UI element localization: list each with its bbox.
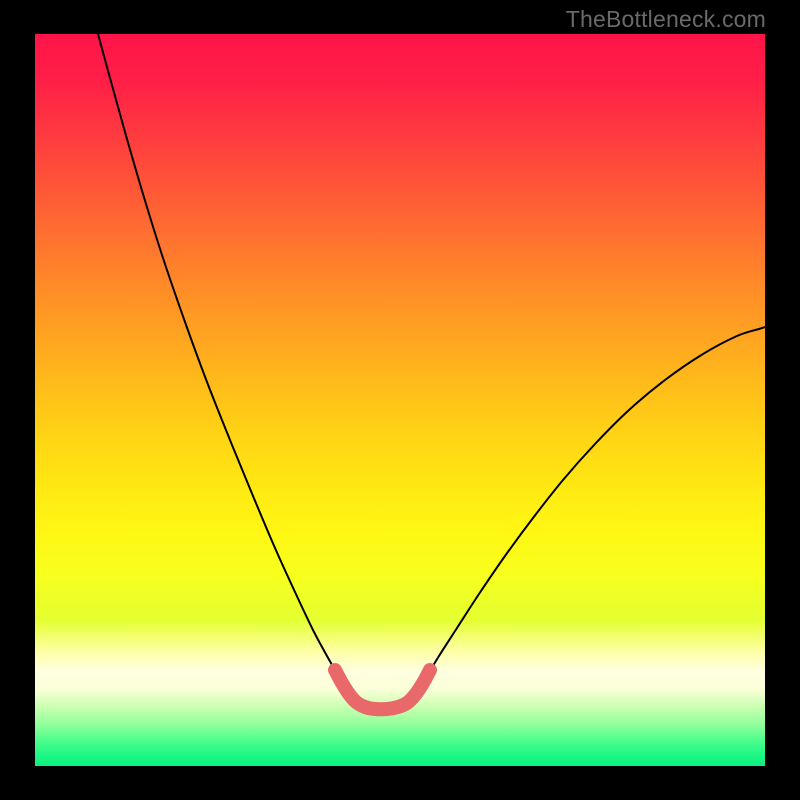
curve-right	[421, 327, 765, 686]
watermark-text: TheBottleneck.com	[566, 6, 766, 33]
bottleneck-curve	[35, 34, 765, 766]
curve-left	[98, 34, 344, 686]
chart-frame: TheBottleneck.com	[0, 0, 800, 800]
plot-area	[35, 34, 765, 766]
trough-highlight	[335, 670, 430, 709]
